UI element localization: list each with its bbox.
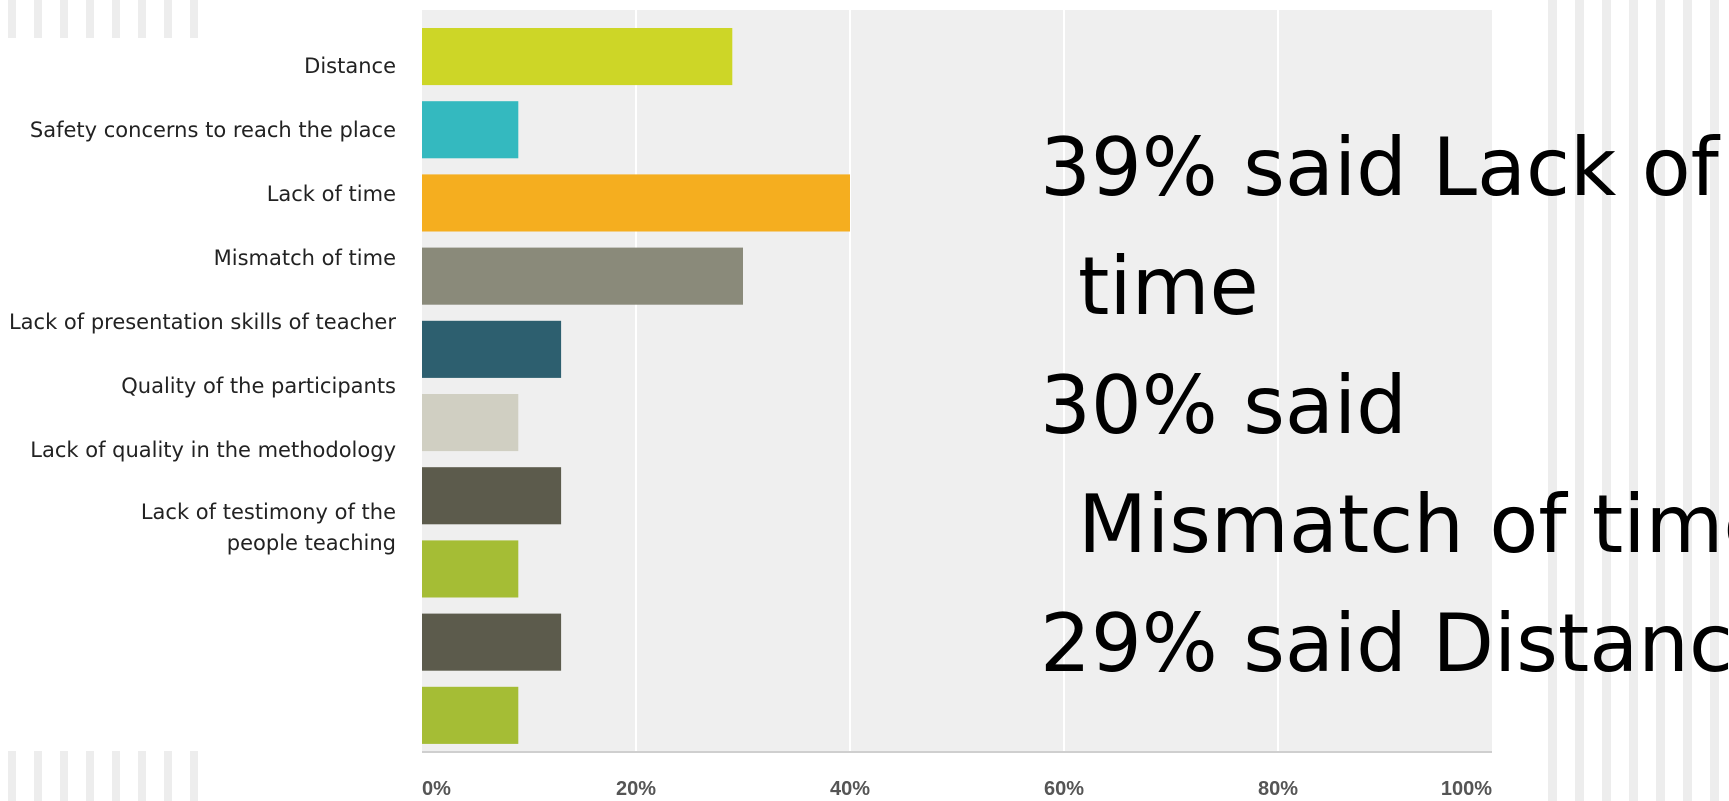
- bar: [422, 247, 743, 305]
- decor-stripes-top-left: [8, 0, 208, 38]
- callout-line-4: Mismatch of time: [1078, 478, 1729, 571]
- x-tick-label: 100%: [1441, 778, 1492, 800]
- category-label: Mismatch of time: [214, 246, 396, 270]
- x-tick-label: 80%: [1258, 778, 1298, 800]
- callout-line-3: 30% said: [1040, 359, 1407, 452]
- x-tick-label: 20%: [616, 778, 656, 800]
- category-label: Distance: [304, 54, 396, 78]
- bar: [422, 101, 519, 159]
- callout-line-2: time: [1078, 240, 1259, 333]
- callout-line-1: 39% said Lack of: [1040, 121, 1719, 214]
- category-labels: Distance Safety concerns to reach the pla…: [9, 54, 396, 555]
- bar: [422, 394, 519, 452]
- x-tick-label: 40%: [830, 778, 870, 800]
- category-label: Quality of the participants: [121, 374, 396, 398]
- plot-background: [422, 10, 1492, 752]
- bar: [422, 320, 562, 378]
- x-tick-label: 60%: [1044, 778, 1084, 800]
- decor-stripes-right: [1548, 0, 1729, 801]
- grid-lines: [635, 10, 1279, 752]
- bar: [422, 467, 562, 525]
- category-label: Safety concerns to reach the place: [30, 118, 396, 142]
- decor-stripes-bottom-left: [8, 751, 208, 801]
- bar: [422, 540, 519, 598]
- category-label: Lack of presentation skills of teacher: [9, 310, 396, 334]
- category-label: Lack of testimony of the people teaching: [141, 500, 396, 555]
- bar: [422, 613, 562, 671]
- callout-line-5: 29% said Distance: [1040, 597, 1729, 690]
- x-tick-labels: 0% 20% 40% 60% 80% 100%: [422, 778, 1492, 800]
- bar: [422, 686, 519, 744]
- category-label: Lack of quality in the methodology: [30, 438, 396, 462]
- summary-callout: 39% said Lack of time 30% said Mismatch …: [1040, 108, 1729, 703]
- bar: [422, 174, 850, 232]
- category-label: Lack of time: [267, 182, 396, 206]
- bar: [422, 28, 733, 86]
- x-tick-label: 0%: [422, 778, 451, 800]
- bars: [422, 28, 850, 744]
